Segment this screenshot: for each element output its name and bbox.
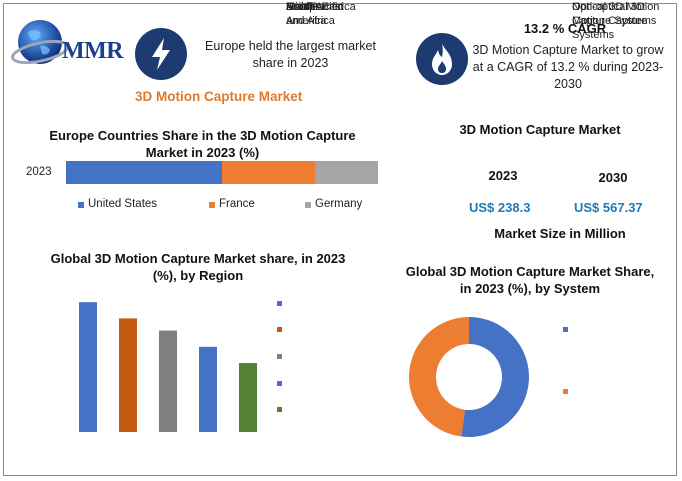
legend-label: Non-optical 3D Motion Capture Systems: [572, 1, 648, 41]
logo-text: MMR: [62, 38, 124, 64]
market-size-caption: Market Size in Million: [494, 226, 626, 241]
market-size-value-2030: US$ 567.37: [574, 200, 643, 215]
legend-label: France: [219, 198, 255, 210]
legend-label: United States: [88, 198, 158, 210]
legend-swatch: [277, 327, 282, 332]
region-bar: [79, 302, 97, 432]
legend-swatch: [563, 327, 568, 332]
region-bar-chart: [79, 302, 257, 432]
europe-year-label: 2023: [26, 166, 52, 178]
market-size-year-2023: 2023: [488, 168, 518, 183]
europe-chart-title: Europe Countries Share in the 3D Motion …: [49, 128, 356, 160]
cagr-title: 13.2 % CAGR: [523, 21, 607, 36]
donut-slice: [461, 317, 529, 437]
europe-bar-segment: [222, 161, 316, 184]
region-bar: [199, 346, 217, 432]
cagr-text: 3D Motion Capture Market to grow at a CA…: [472, 43, 664, 91]
region-bar: [239, 363, 257, 432]
legend-swatch: [277, 407, 282, 412]
legend-swatch: [305, 202, 311, 208]
legend-swatch: [563, 389, 568, 394]
legend-label: North America: [286, 1, 356, 13]
system-donut-chart: [409, 317, 529, 437]
legend-label: Asia Pacific: [286, 1, 343, 13]
europe-bar-segment: [66, 161, 222, 184]
legend-swatch: [209, 202, 215, 208]
legend-swatch: [277, 301, 282, 306]
europe-highlight-text: Europe held the largest market share in …: [205, 39, 376, 70]
legend-label: Optical 3D Motion Capture Systems: [572, 1, 660, 27]
legend-label: Middle East and Africa: [286, 1, 344, 27]
legend-label: Germany: [315, 198, 363, 210]
europe-stacked-bar: [66, 161, 378, 184]
donut-slice: [409, 317, 469, 437]
region-bar: [119, 318, 137, 432]
region-bar: [159, 330, 177, 432]
legend-swatch: [78, 202, 84, 208]
europe-bar-segment: [315, 161, 378, 184]
flame-icon: [416, 33, 468, 85]
legend-label: Europe: [286, 1, 322, 13]
lightning-icon: [135, 28, 187, 80]
region-chart-title: Global 3D Motion Capture Market share, i…: [50, 251, 346, 283]
market-size-year-2030: 2030: [598, 170, 628, 185]
legend-swatch: [277, 381, 282, 386]
market-title: 3D Motion Capture Market: [135, 89, 303, 104]
system-chart-title: Global 3D Motion Capture Market Share, i…: [405, 264, 655, 296]
market-size-value-2023: US$ 238.3: [469, 200, 531, 215]
globe-icon: [11, 20, 69, 65]
market-size-title: 3D Motion Capture Market: [459, 122, 621, 137]
legend-label: South America: [286, 1, 327, 27]
infographic-frame: [3, 3, 677, 476]
legend-swatch: [277, 354, 282, 359]
